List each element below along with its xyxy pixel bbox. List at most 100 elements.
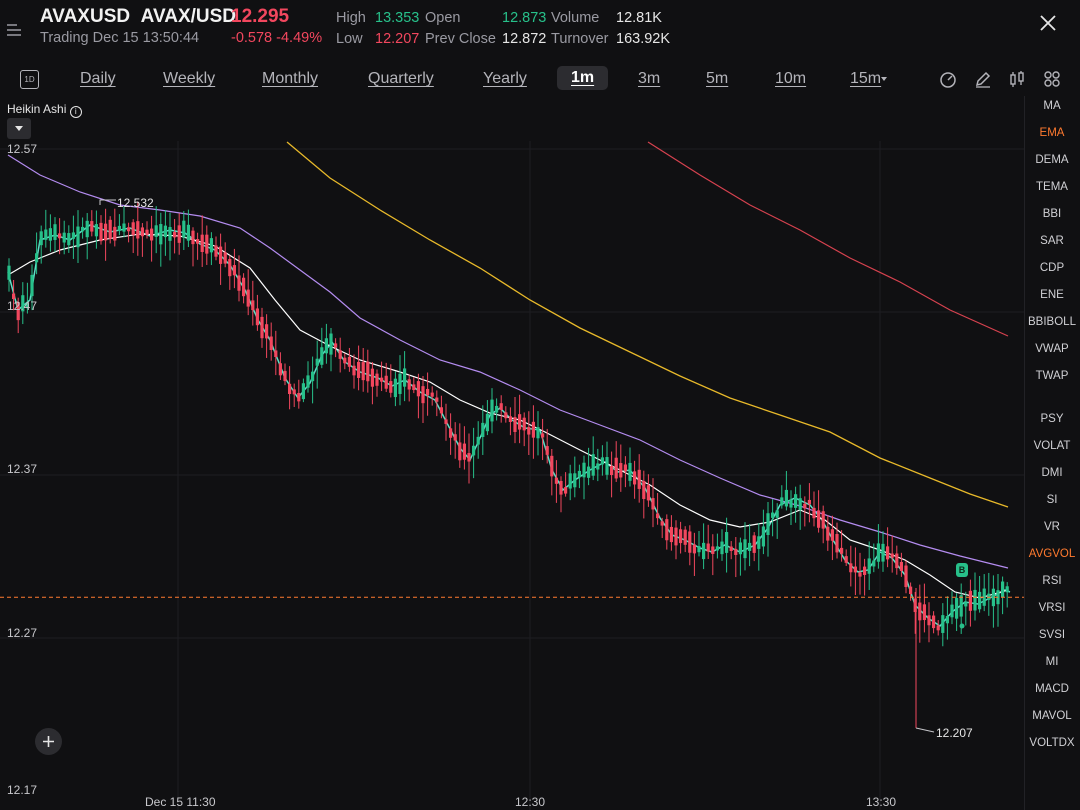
buy-marker[interactable]: B: [956, 563, 968, 577]
candle-body: [807, 499, 811, 505]
pencil-icon[interactable]: [973, 69, 993, 89]
candle-body: [858, 572, 862, 577]
indicator-bbiboll[interactable]: BBIBOLL: [1028, 316, 1076, 328]
indicator-dmi[interactable]: DMI: [1041, 467, 1063, 479]
tab-daily[interactable]: Daily: [80, 70, 116, 87]
candle-body: [610, 466, 614, 475]
candle-body: [591, 454, 595, 476]
compare-icon[interactable]: [1007, 69, 1027, 89]
chart-type-label[interactable]: Heikin Ashi i: [7, 102, 82, 118]
tab-quarterly[interactable]: Quarterly: [368, 70, 434, 87]
day-icon[interactable]: 1D: [20, 70, 39, 89]
candle-body: [743, 539, 747, 559]
candle-body: [688, 531, 692, 553]
info-icon[interactable]: i: [69, 106, 82, 118]
indicator-si[interactable]: SI: [1046, 494, 1058, 506]
candle-body: [697, 546, 701, 553]
candle-body: [909, 586, 913, 595]
candle-body: [168, 227, 172, 241]
candle-body: [481, 422, 485, 437]
add-button[interactable]: [35, 728, 62, 755]
indicator-mi[interactable]: MI: [1045, 656, 1059, 668]
candle-body: [315, 358, 319, 366]
grid-icon[interactable]: [1042, 69, 1062, 89]
tab-3m[interactable]: 3m: [638, 70, 661, 87]
gauge-icon[interactable]: [938, 69, 958, 89]
candle-body: [1001, 581, 1005, 598]
candle-body: [706, 543, 710, 552]
tab-weekly[interactable]: Weekly: [163, 70, 216, 87]
candle-body: [577, 470, 581, 478]
tab-5m[interactable]: 5m: [706, 70, 729, 87]
candle-body: [789, 499, 793, 508]
indicator-volat[interactable]: VOLAT: [1033, 440, 1071, 452]
candle-body: [849, 563, 853, 573]
tab-10m[interactable]: 10m: [775, 70, 807, 87]
candle-body: [177, 225, 181, 243]
candle-body: [58, 233, 62, 239]
candle-body: [472, 445, 476, 456]
indicator-rsi[interactable]: RSI: [1042, 575, 1062, 587]
candle-body: [771, 512, 775, 518]
indicator-psy[interactable]: PSY: [1040, 413, 1064, 425]
trading-status: Trading Dec 15 13:50:44: [40, 30, 200, 46]
indicator-svsi[interactable]: SVSI: [1038, 629, 1066, 641]
indicator-vwap[interactable]: VWAP: [1035, 343, 1069, 355]
indicator-avgvol[interactable]: AVGVOL: [1028, 548, 1076, 560]
indicator-tema[interactable]: TEMA: [1036, 181, 1068, 193]
candle-body: [637, 469, 641, 489]
candle-body: [623, 464, 627, 472]
candle-body: [715, 546, 719, 551]
candle-body: [7, 265, 11, 280]
candle-body: [389, 381, 393, 393]
indicator-bbi[interactable]: BBI: [1042, 208, 1062, 220]
candle-body: [918, 602, 922, 621]
indicator-vr[interactable]: VR: [1044, 521, 1060, 533]
candle-body: [39, 231, 43, 246]
candle-body: [71, 232, 75, 239]
candle-body: [545, 446, 549, 455]
candle-body: [642, 480, 646, 499]
candle-body: [334, 343, 338, 348]
candle-body: [725, 532, 729, 553]
candle-body: [495, 405, 499, 413]
indicator-ema[interactable]: EMA: [1039, 127, 1065, 139]
indicator-vrsi[interactable]: VRSI: [1038, 602, 1066, 614]
sidebar-divider: [1024, 96, 1025, 810]
price-chart[interactable]: [0, 96, 1024, 810]
candle-body: [76, 226, 80, 248]
menu-icon[interactable]: [6, 22, 22, 38]
indicator-ma[interactable]: MA: [1043, 100, 1061, 112]
candle-body: [384, 375, 388, 389]
indicator-dema[interactable]: DEMA: [1035, 154, 1069, 166]
x-label-1330: 13:30: [866, 795, 897, 809]
turnover-value: 163.92K: [616, 31, 671, 47]
tab-15m[interactable]: 15m: [850, 70, 882, 87]
candle-body: [444, 419, 448, 424]
candle-body: [881, 543, 885, 562]
candle-body: [117, 225, 121, 231]
tab-monthly[interactable]: Monthly: [262, 70, 319, 87]
candle-body: [297, 392, 301, 402]
collapse-button[interactable]: [7, 118, 31, 139]
candle-body: [748, 542, 752, 551]
tab-1m[interactable]: 1m: [557, 66, 609, 90]
chart-grid: [0, 141, 1024, 810]
candle-body: [205, 234, 209, 254]
close-icon[interactable]: [1038, 13, 1058, 33]
tab-yearly[interactable]: Yearly: [483, 70, 527, 87]
indicator-ene[interactable]: ENE: [1040, 289, 1064, 301]
indicator-sar[interactable]: SAR: [1040, 235, 1064, 247]
indicator-cdp[interactable]: CDP: [1039, 262, 1065, 274]
indicator-voltdx[interactable]: VOLTDX: [1029, 737, 1075, 749]
candle-body: [669, 526, 673, 543]
candle-body: [761, 526, 765, 547]
candle-body: [798, 498, 802, 510]
indicator-twap[interactable]: TWAP: [1035, 370, 1069, 382]
candle-body: [35, 253, 39, 263]
indicator-macd[interactable]: MACD: [1035, 683, 1069, 695]
candle-body: [462, 443, 466, 460]
chevron-down-icon[interactable]: [881, 77, 887, 81]
indicator-mavol[interactable]: MAVOL: [1032, 710, 1072, 722]
candle-body: [357, 361, 361, 378]
